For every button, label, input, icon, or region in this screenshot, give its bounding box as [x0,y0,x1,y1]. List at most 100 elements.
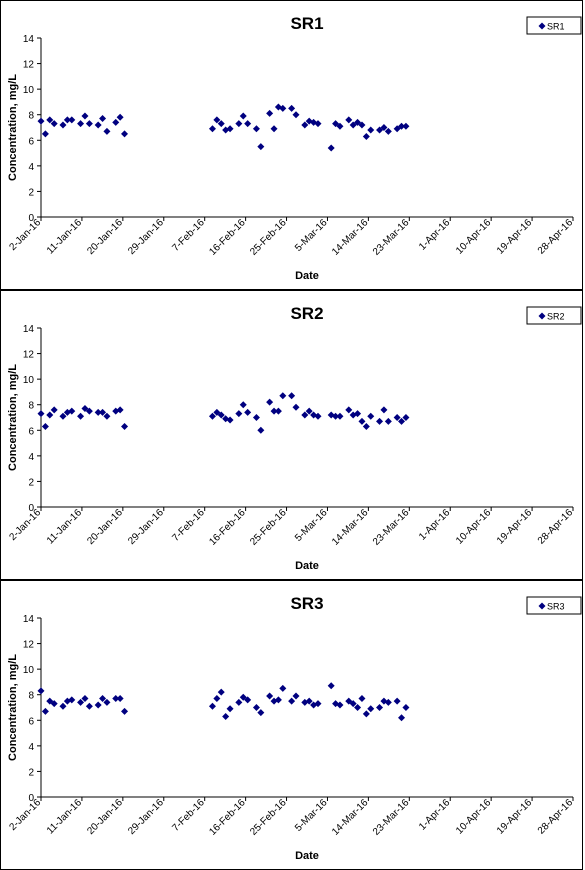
data-point [226,416,234,424]
x-tick-label: 28-Apr-16 [536,507,576,547]
chart-title: SR1 [290,14,323,33]
data-point [279,392,287,400]
data-point [288,392,296,400]
legend: SR3 [526,596,582,615]
data-point [68,696,76,704]
x-tick-label: 2-Jan-16 [7,217,43,253]
data-point [367,412,375,420]
data-point [116,113,124,121]
data-point [349,700,357,708]
data-point [208,702,216,710]
chart-svg: SR2 0 2 4 6 8 10 12 14 2-Jan-16 11-Jan-16 20-Jan-16… [7,304,582,572]
y-tick-label: 0 [28,503,34,514]
data-point [274,407,282,415]
x-tick-label: 25-Feb-16 [248,217,289,258]
y-tick-label: 2 [28,187,34,198]
y-tick-label: 10 [23,85,35,96]
data-point [358,417,366,425]
data-point [50,700,58,708]
x-tick-label: 2-Jan-16 [7,507,43,543]
data-point [239,112,247,120]
data-point [213,695,221,703]
y-tick-label: 10 [23,375,35,386]
y-tick-label: 6 [28,136,34,147]
data-point [121,130,129,138]
x-tick-label: 2-Jan-16 [7,797,43,833]
y-tick-label: 12 [23,640,35,651]
y-tick-label: 8 [28,111,34,122]
data-point [301,121,309,129]
y-tick-label: 4 [28,452,34,463]
data-point [327,411,335,419]
data-point [257,143,265,151]
x-tick-label: 7-Feb-16 [170,797,207,834]
data-point [63,116,71,124]
data-point [121,707,129,715]
data-point [63,697,71,705]
y-tick-label: 2 [28,767,34,778]
data-point [222,712,230,720]
data-point [59,412,67,420]
legend-box [526,596,582,615]
x-tick-label: 1-Apr-16 [417,217,453,253]
data-point [257,709,265,717]
data-point [213,116,221,124]
data-point [288,697,296,705]
data-point [305,697,313,705]
data-point [354,410,362,418]
data-point [239,401,247,409]
data-point [252,704,260,711]
legend: SR2 [526,306,582,325]
x-tick-label: 25-Feb-16 [248,507,289,548]
data-point [270,125,278,133]
y-tick-label: 14 [23,34,35,45]
data-point [77,698,85,706]
x-tick-label: 10-Apr-16 [454,217,494,257]
x-tick-label: 1-Apr-16 [417,797,453,833]
x-tick-label: 23-Mar-16 [371,797,412,838]
legend-label: SR2 [547,312,565,322]
data-point [59,121,67,129]
data-point [116,406,124,414]
x-tick-label: 29-Jan-16 [126,507,166,547]
data-point [336,701,344,709]
x-tick-label: 19-Apr-16 [495,217,535,257]
data-point [393,697,401,705]
data-point [345,406,353,414]
data-point [37,117,45,125]
y-axis-label: Concentration, mg/L [7,74,19,181]
data-point [85,407,93,415]
chart-panel-sr3: SR3 0 2 4 6 8 10 12 14 2-Jan-16 11-Jan-16 20-Jan-16… [0,580,583,870]
data-point [393,414,401,421]
x-tick-label: 23-Mar-16 [371,217,412,258]
series-points [37,103,410,152]
data-point [310,411,318,419]
data-point [398,417,406,425]
data-point [288,104,296,112]
x-tick-label: 7-Feb-16 [170,217,207,254]
data-point [266,692,274,700]
chart-panel-sr2: SR2 0 2 4 6 8 10 12 14 2-Jan-16 11-Jan-16 20-Jan-16… [0,290,583,580]
data-point [244,120,252,128]
data-point [77,120,85,128]
x-tick-label: 10-Apr-16 [454,797,494,837]
data-point [217,120,225,128]
data-point [235,410,243,418]
y-tick-label: 0 [28,213,34,224]
legend-marker [538,312,546,320]
y-tick-label: 8 [28,691,34,702]
data-point [99,695,107,703]
data-point [345,116,353,124]
y-tick-label: 0 [28,793,34,804]
x-axis-label: Date [295,270,319,282]
data-point [103,698,111,706]
data-point [367,126,375,134]
data-point [384,417,392,425]
x-tick-label: 1-Apr-16 [417,507,453,543]
x-tick-label: 14-Mar-16 [330,507,371,548]
legend-box [526,16,582,35]
x-tick-label: 20-Jan-16 [85,507,125,547]
data-point [50,406,58,414]
data-point [257,426,265,434]
data-point [103,412,111,420]
